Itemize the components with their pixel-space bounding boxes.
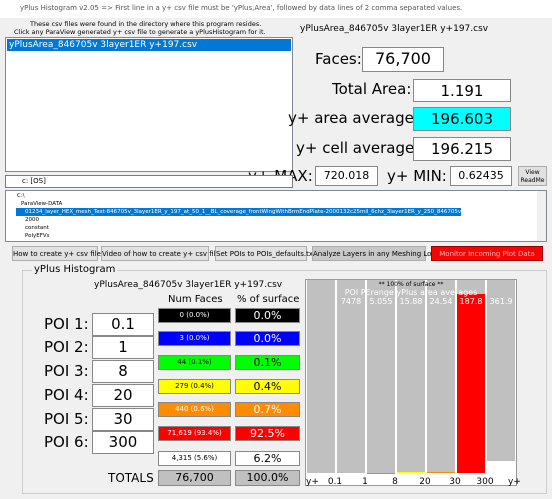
column — [367, 280, 395, 473]
poi-value[interactable]: 30 — [92, 408, 154, 431]
count-box: 279 (0.4%) — [158, 379, 231, 394]
area-label: Total Area: — [332, 80, 412, 98]
readme-button[interactable]: View ReadMe — [518, 166, 547, 186]
current-file: yPlusArea_846705v 3layer1ER y+197.csv — [300, 24, 489, 34]
bar — [457, 294, 485, 473]
percent-header: % of surface — [237, 294, 300, 305]
column — [397, 280, 425, 473]
poi-label: POI 1: — [44, 315, 89, 333]
boundary-label: 30 — [449, 477, 461, 487]
boundary-label: 20 — [419, 477, 431, 487]
button[interactable]: Set POIs to POIs_defaults.txt — [215, 246, 316, 261]
faces-label: Faces: — [315, 50, 362, 68]
count-header: Num Faces — [168, 294, 223, 305]
bar — [397, 472, 425, 473]
area-avg-value: 196.603 — [413, 107, 511, 131]
percent-box: 0.0% — [235, 308, 300, 323]
boundary-label: 300 — [476, 477, 494, 487]
area-value: 1.191 — [413, 79, 511, 102]
cell-avg-value: 196.215 — [413, 137, 511, 161]
average-label: 15.88 — [399, 297, 423, 306]
percent-box: 6.2% — [235, 451, 300, 466]
column — [427, 280, 455, 473]
boundary-label: 0.1 — [327, 477, 343, 487]
tree-item[interactable]: ParaView-DATA — [21, 201, 63, 207]
chart-header: ** 100% of surface ** — [378, 281, 444, 288]
tree-item[interactable]: 01234_layer_HEX_mesh_Test-846705v_3layer… — [16, 208, 462, 216]
info-line: These csv files were found in the direct… — [30, 20, 262, 28]
edge-label: y+ — [508, 477, 521, 487]
folder-tree[interactable] — [5, 190, 547, 242]
area-avg-label: y+ area average: — [288, 109, 419, 127]
count-box: 3 (0.0%) — [158, 331, 231, 346]
total-percent: 100.0% — [235, 470, 300, 486]
total-count: 76,700 — [158, 470, 231, 486]
percent-box: 0.7% — [235, 402, 300, 417]
count-box: 440 (0.6%) — [158, 402, 231, 417]
boundary-label: 1 — [362, 477, 368, 487]
boundary-label: 8 — [392, 477, 398, 487]
tree-item[interactable]: PolyEFVs — [25, 233, 50, 239]
faces-value: 76,700 — [362, 47, 444, 72]
percent-box: 0.1% — [235, 355, 300, 370]
average-label: 5.055 — [369, 297, 393, 306]
scrollbar[interactable] — [537, 191, 546, 241]
tree-item[interactable]: constant — [25, 225, 49, 231]
button[interactable]: Monitor Incoming Plot Data — [431, 246, 543, 261]
cell-avg-label: y+ cell average: — [296, 139, 420, 157]
poi-label: POI 5: — [44, 410, 89, 428]
poi-value[interactable]: 300 — [92, 431, 154, 454]
min-label: y+ MIN: — [387, 167, 447, 185]
poi-value[interactable]: 8 — [92, 360, 154, 383]
percent-box: 92.5% — [235, 426, 300, 441]
percent-box: 0.4% — [235, 379, 300, 394]
poi-label: POI 3: — [44, 362, 89, 380]
histogram-file: yPlusArea_846705v 3layer1ER y+197.csv — [94, 280, 283, 290]
button[interactable]: Analyze Layers in any Meshing Log — [312, 246, 436, 261]
poi-value[interactable]: 20 — [92, 384, 154, 407]
group-title: yPlus Histogram — [32, 264, 118, 275]
min-value: 0.62435 — [450, 166, 512, 186]
chart-subheader: POI PErange yPlus area averages — [344, 288, 478, 297]
bar — [487, 461, 515, 473]
title-bar — [0, 0, 552, 18]
average-label: 361.9 — [489, 297, 513, 306]
count-box: 4,315 (5.6%) — [158, 451, 231, 466]
poi-value[interactable]: 1 — [92, 336, 154, 359]
histogram-group — [22, 270, 547, 494]
count-box: 71,619 (93.4%) — [158, 426, 231, 441]
column — [487, 280, 515, 473]
count-box: 0 (0.0%) — [158, 308, 231, 323]
drive-combo[interactable]: c: [OS] — [5, 175, 293, 188]
max-value: 720.018 — [315, 166, 378, 186]
average-label: 7478 — [340, 297, 362, 306]
button[interactable]: How to create y+ csv file — [12, 246, 101, 261]
window-title: yPlus Histogram v2.05 => First line in a… — [20, 4, 463, 12]
column — [307, 280, 335, 473]
button[interactable]: Video of how to create y+ csv file — [101, 246, 220, 261]
tree-item[interactable]: 2000 — [25, 217, 39, 223]
count-box: 44 (0.1%) — [158, 355, 231, 370]
poi-value[interactable]: 0.1 — [92, 313, 154, 336]
file-item[interactable]: yPlusArea_846705v 3layer1ER y+197.csv — [7, 39, 291, 51]
totals-label: TOTALS — [108, 471, 154, 485]
edge-label: y+ — [306, 477, 319, 487]
bar — [427, 471, 455, 473]
poi-label: POI 4: — [44, 386, 89, 404]
poi-label: POI 2: — [44, 338, 89, 356]
poi-label: POI 6: — [44, 433, 89, 451]
info-line: Click any ParaView generated y+ csv file… — [14, 28, 266, 36]
file-list[interactable] — [5, 37, 293, 172]
average-label: 24.54 — [429, 297, 453, 306]
tree-item[interactable]: C:\ — [17, 193, 25, 199]
percent-box: 0.0% — [235, 331, 300, 346]
column — [337, 280, 365, 473]
average-label: 187.8 — [459, 297, 483, 306]
